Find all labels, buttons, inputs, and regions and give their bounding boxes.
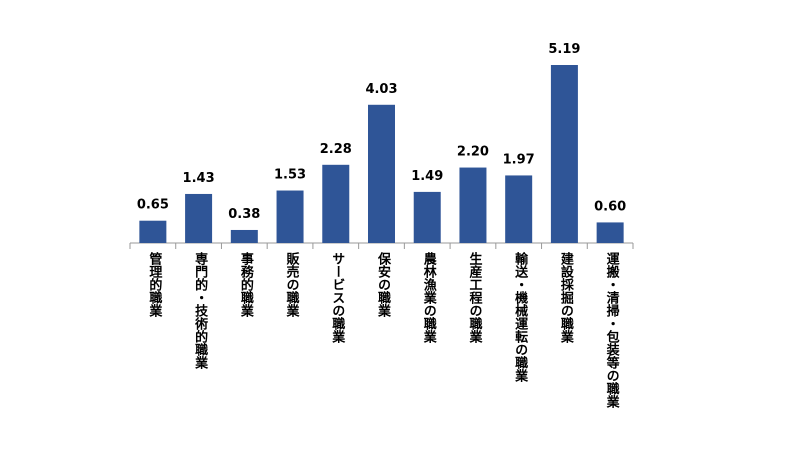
value-label: 1.43 [183, 171, 215, 186]
x-tick-label: 販売の職業 [284, 251, 301, 318]
value-label: 4.03 [365, 82, 397, 97]
bar [185, 193, 213, 243]
x-tick-label: 管理的職業 [146, 251, 163, 318]
value-label: 2.28 [320, 142, 352, 157]
value-label: 5.19 [548, 42, 580, 57]
bar [550, 65, 578, 243]
bar [230, 229, 258, 243]
bar [459, 167, 487, 243]
value-label: 0.60 [594, 199, 626, 214]
value-label: 1.49 [411, 169, 443, 184]
x-tick-label: 農林漁業の職業 [421, 251, 438, 344]
x-tick-label: 保安の職業 [375, 251, 392, 318]
bar [276, 190, 304, 243]
value-label: 1.97 [503, 152, 535, 167]
value-label: 2.20 [457, 145, 489, 160]
x-tick-label: 事務的職業 [238, 251, 255, 318]
value-label: 0.65 [137, 198, 169, 213]
value-label: 1.53 [274, 168, 306, 183]
bar [505, 175, 533, 243]
bar [322, 164, 350, 243]
bar [413, 191, 441, 243]
x-tick-label: 生産工程の職業 [466, 251, 483, 344]
x-tick-label: 輸送・機械運転の職業 [512, 251, 529, 383]
x-tick-label: 運搬・清掃・包装等の職業 [604, 252, 621, 409]
x-tick-label: 専門的・技術的職業 [192, 251, 209, 370]
value-label: 0.38 [228, 207, 260, 222]
bar [368, 104, 395, 243]
x-tick-label: 建設採掘の職業 [558, 251, 575, 344]
bar [596, 222, 624, 243]
x-tick-label: サービスの職業 [329, 252, 346, 344]
bar [139, 220, 167, 243]
